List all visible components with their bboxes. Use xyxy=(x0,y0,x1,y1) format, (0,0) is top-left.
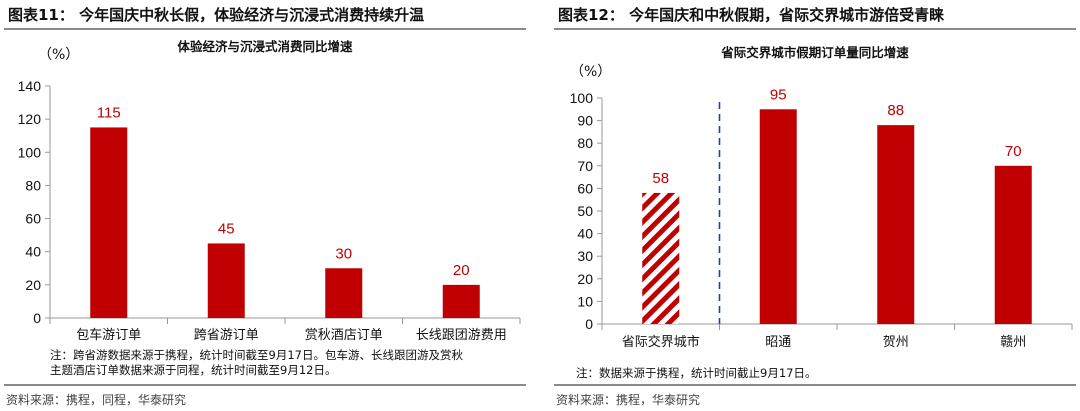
figure-12-panel: 图表12： 今年国庆和中秋假期，省际交界城市游倍受青睐 省际交界城市假期订单量同… xyxy=(550,0,1080,411)
y-tick-label: 80 xyxy=(25,177,41,193)
x-category-label: 省际交界城市 xyxy=(622,334,700,350)
figure-11-panel: 图表11： 今年国庆中秋长假，体验经济与沉浸式消费持续升温 体验经济与沉浸式消费… xyxy=(0,0,530,411)
figure-11-title-rule xyxy=(4,28,526,30)
figure-12-bottom-rule xyxy=(554,384,1076,386)
bar-value-label: 88 xyxy=(887,102,904,119)
figure-11-note-line-2: 主题酒店订单数据来源于同程，统计时间截至9月12日。 xyxy=(50,363,337,377)
x-category-label: 赏秋酒店订单 xyxy=(305,328,383,343)
x-category-label: 长线跟团游费用 xyxy=(416,328,507,343)
figure-11-note: 注：跨省游数据来源于携程，统计时间截至9月17日。包车游、长线跟团游及赏秋 主题… xyxy=(50,348,463,378)
figure-12-title-rule xyxy=(554,28,1076,30)
bar-value-label: 70 xyxy=(1005,143,1022,160)
figure-11-source: 资料来源：携程，同程，华泰研究 xyxy=(6,393,187,407)
figure-11-title-text: 今年国庆中秋长假，体验经济与沉浸式消费持续升温 xyxy=(79,6,425,24)
y-tick-label: 30 xyxy=(577,248,593,264)
bar xyxy=(877,125,915,325)
figure-12-note: 注：数据来源于携程，统计时间截止9月17日。 xyxy=(576,366,816,381)
bar-value-label: 20 xyxy=(453,262,470,279)
bar xyxy=(994,165,1032,324)
y-tick-label: 60 xyxy=(577,180,593,196)
bar xyxy=(90,127,128,318)
bar xyxy=(642,192,680,324)
chart-12-unit-label: （%） xyxy=(570,64,612,80)
figure-12-source: 资料来源：携程，华泰研究 xyxy=(556,393,701,407)
chart-11-unit-label: （%） xyxy=(38,47,80,63)
figure-11-bottom-rule xyxy=(4,384,526,386)
y-tick-label: 80 xyxy=(577,135,593,151)
bar xyxy=(207,243,245,318)
figure-11-number: 图表11： xyxy=(8,6,74,24)
y-tick-label: 20 xyxy=(577,271,593,287)
figure-11-note-line-1: 注：跨省游数据来源于携程，统计时间截至9月17日。包车游、长线跟团游及赏秋 xyxy=(50,348,463,362)
x-category-label: 贺州 xyxy=(883,335,909,350)
y-tick-label: 40 xyxy=(25,244,41,260)
y-tick-label: 10 xyxy=(577,293,593,309)
bar xyxy=(325,268,363,318)
bar xyxy=(759,109,797,324)
y-tick-label: 120 xyxy=(18,111,42,127)
y-tick-label: 50 xyxy=(577,203,593,219)
figure-11-title: 图表11： 今年国庆中秋长假，体验经济与沉浸式消费持续升温 xyxy=(8,4,424,25)
chart-11-svg: 0 20 40 60 80 100 120 140 115 包车游订单 45 跨省游订单 30 赏秋酒店订… xyxy=(18,78,521,343)
figure-12-note-line-1: 注：数据来源于携程，统计时间截止9月17日。 xyxy=(576,366,817,380)
bar xyxy=(442,284,480,318)
y-tick-label: 0 xyxy=(33,310,41,326)
figure-12-title-text: 今年国庆和中秋假期，省际交界城市游倍受青睐 xyxy=(629,6,945,24)
chart-12-title: 省际交界城市假期订单量同比增速 xyxy=(721,45,909,60)
x-category-label: 赣州 xyxy=(1000,335,1026,350)
chart-11-title: 体验经济与沉浸式消费同比增速 xyxy=(177,39,353,54)
bar-value-label: 45 xyxy=(218,220,235,237)
x-category-label: 跨省游订单 xyxy=(194,328,259,343)
bar-value-label: 30 xyxy=(335,245,352,262)
y-tick-label: 100 xyxy=(18,144,42,160)
bar-value-label: 115 xyxy=(97,104,121,121)
y-tick-label: 60 xyxy=(25,211,41,227)
y-tick-label: 20 xyxy=(25,277,41,293)
bar-value-label: 58 xyxy=(652,170,669,187)
y-tick-label: 140 xyxy=(18,78,42,94)
y-tick-label: 100 xyxy=(570,90,594,106)
y-tick-label: 70 xyxy=(577,158,593,174)
x-category-label: 昭通 xyxy=(765,335,791,350)
figure-12-number: 图表12： xyxy=(558,6,624,24)
figure-12-title: 图表12： 今年国庆和中秋假期，省际交界城市游倍受青睐 xyxy=(558,4,944,25)
y-tick-label: 40 xyxy=(577,226,593,242)
chart-12-svg: 0 10 20 30 40 50 60 70 80 90 100 58 省际交界城市 95 昭通 88 贺州 70… xyxy=(570,86,1073,350)
y-tick-label: 0 xyxy=(585,316,593,332)
y-tick-label: 90 xyxy=(577,113,593,129)
x-category-label: 包车游订单 xyxy=(76,327,141,343)
bar-value-label: 95 xyxy=(770,86,787,103)
